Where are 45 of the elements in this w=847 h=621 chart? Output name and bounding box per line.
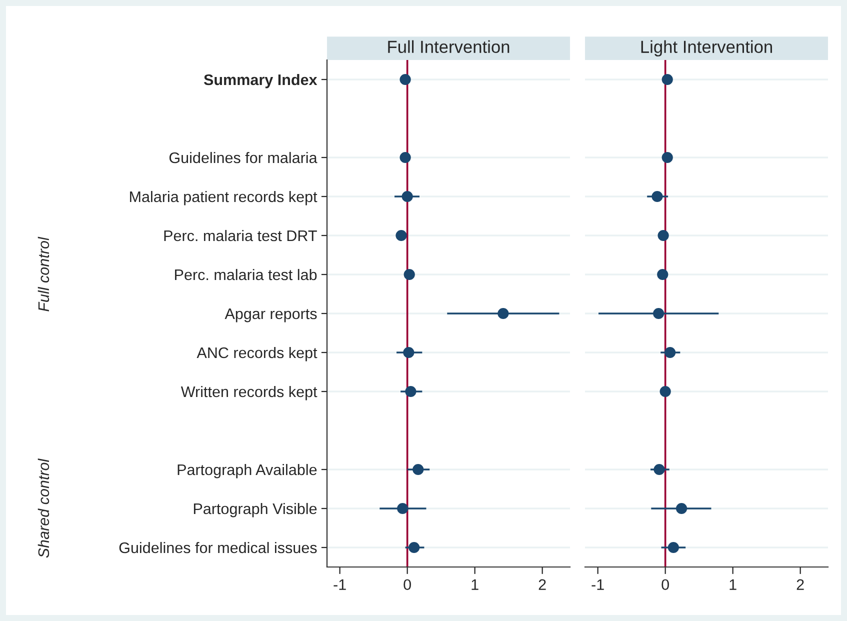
point [653,308,664,320]
y-tick-label: Perc. malaria test lab [175,268,317,280]
point [657,268,668,280]
point [676,502,688,514]
text: Shared control [38,458,50,558]
point [396,230,407,242]
point [412,464,424,476]
point [405,386,416,398]
x-tick-label: 2 [538,579,546,590]
point [397,502,408,514]
x-tick-label: -1 [334,579,346,590]
y-tick-label: Summary Index [204,74,318,88]
point [660,386,671,398]
x-tick-label: 1 [730,579,736,590]
point [403,346,414,358]
x-tick-label: 0 [662,579,669,590]
x-tick-label: 1 [472,579,478,590]
y-tick-label: ANC records kept [196,346,318,362]
point [654,464,665,476]
point [408,542,420,554]
point [658,230,669,242]
point [404,268,415,280]
point [662,74,673,86]
y-tick-label: Guidelines for malaria [169,152,318,164]
x-tick-label: 2 [796,579,804,590]
x-tick-label: -1 [592,579,604,590]
y-tick-label: Guidelines for medical issues [119,542,317,554]
point [664,346,676,358]
y-tick-label: Partograph Visible [194,502,317,518]
point [402,190,413,202]
chart-title: Full Intervention [388,40,510,53]
text: Full control [38,236,50,312]
y-tick-label: Perc. malaria test DRT [164,230,317,242]
y-tick-label: Malaria patient records kept [130,190,318,206]
point [662,152,673,164]
point [652,190,663,202]
point [498,308,509,320]
point [400,74,411,86]
point [668,542,679,554]
y-tick-label: Partograph Available [178,464,317,478]
y-tick-label: Written records kept [180,386,318,400]
y-tick-label: Apgar reports [224,308,317,322]
point [400,152,411,164]
chart-title: Light Intervention [641,40,772,56]
x-tick-label: 0 [404,579,411,590]
